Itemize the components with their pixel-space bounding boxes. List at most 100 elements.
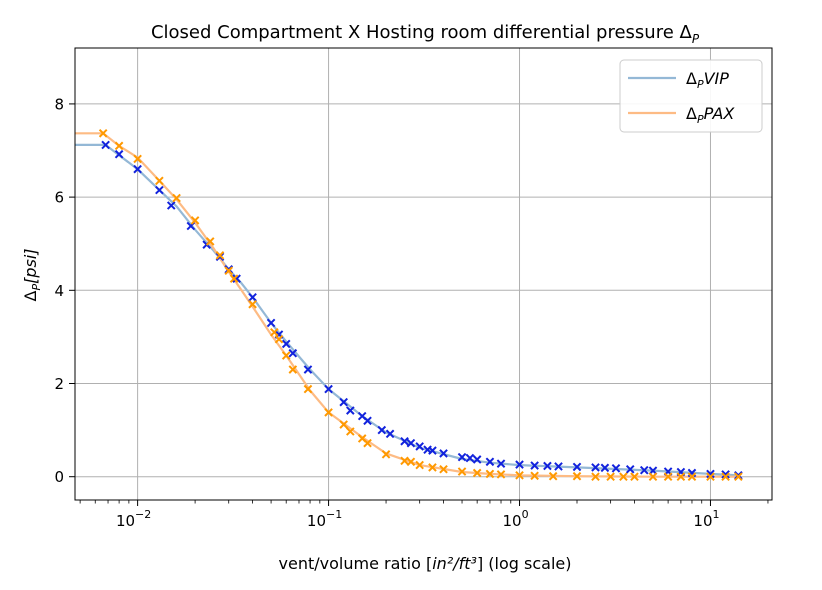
data-point-pax: [400, 456, 409, 466]
data-point-vip: [400, 436, 409, 446]
data-point-pax: [734, 472, 743, 482]
x-tick-label-exponent: 1: [713, 508, 720, 521]
data-point-pax: [457, 467, 467, 476]
data-point-pax: [721, 472, 730, 482]
data-point-pax: [98, 128, 108, 138]
data-point-pax: [114, 141, 124, 151]
data-point-pax: [687, 472, 697, 482]
x-tick-label-base: 10: [502, 512, 521, 530]
data-point-pax: [439, 464, 448, 474]
x-tick-label-base: 10: [693, 512, 712, 530]
chart-title-main: Closed Compartment X Hosting room differ…: [151, 22, 693, 43]
data-point-pax: [515, 470, 524, 480]
legend-entry-pax-name: PAX: [704, 104, 736, 123]
data-point-vip: [600, 463, 610, 473]
data-point-pax: [172, 193, 181, 203]
data-point-pax: [428, 463, 437, 472]
data-point-vip: [485, 457, 495, 467]
y-tick-label: 6: [54, 189, 64, 207]
data-point-pax: [619, 472, 628, 482]
chart-title: Closed Compartment X Hosting room differ…: [151, 22, 700, 46]
data-point-vip: [572, 462, 582, 472]
data-point-pax: [415, 460, 424, 470]
data-point-pax: [630, 472, 639, 482]
data-point-pax: [606, 472, 615, 482]
data-point-vip: [363, 416, 372, 426]
data-point-vip: [611, 464, 621, 473]
data-point-vip: [530, 461, 539, 470]
data-point-pax: [485, 469, 495, 479]
data-point-pax: [303, 384, 313, 394]
data-point-pax: [190, 216, 200, 225]
data-point-vip: [706, 469, 715, 479]
series-layer: [75, 128, 743, 482]
x-tick-label-exponent: 0: [522, 508, 529, 521]
x-tick-label: 10−1: [307, 508, 342, 530]
data-point-vip: [101, 140, 110, 150]
x-tick-label-exponent: −2: [135, 508, 151, 521]
data-point-vip: [133, 164, 142, 174]
data-point-pax: [274, 334, 284, 344]
data-point-vip: [465, 453, 475, 463]
data-point-pax: [224, 266, 234, 276]
data-point-pax: [205, 237, 215, 246]
data-point-pax: [363, 438, 372, 448]
data-point-pax: [530, 471, 539, 481]
data-point-pax: [572, 471, 582, 481]
x-tick-label-base: 10: [307, 512, 326, 530]
data-point-pax: [133, 154, 142, 164]
y-tick-label: 8: [54, 95, 64, 113]
data-point-vip: [248, 292, 257, 302]
data-point-pax: [548, 471, 558, 481]
data-point-vip: [385, 429, 395, 439]
data-point-vip: [232, 274, 241, 283]
data-point-vip: [515, 460, 524, 469]
y-tick-label: 0: [54, 468, 64, 486]
y-tick-label: 4: [54, 282, 64, 300]
data-point-pax: [324, 408, 333, 417]
data-point-vip: [554, 462, 563, 471]
data-point-vip: [428, 446, 437, 455]
data-point-pax: [648, 472, 658, 482]
data-point-pax: [406, 457, 416, 467]
data-point-pax: [591, 472, 600, 482]
data-point-vip: [406, 438, 416, 448]
data-point-vip: [457, 452, 467, 462]
x-tick-label-base: 10: [116, 512, 135, 530]
data-point-pax: [248, 299, 257, 309]
y-tick-label: 2: [54, 375, 64, 393]
legend-entry-pax-subscript: P: [697, 113, 704, 126]
data-point-pax: [229, 274, 239, 283]
x-tick-label: 100: [502, 508, 528, 530]
legend-entry-vip-name: VIP: [704, 69, 730, 88]
data-point-vip: [155, 185, 164, 195]
data-point-pax: [215, 251, 225, 260]
plot-frame: [74, 47, 773, 501]
series-markers-pax: [98, 128, 743, 482]
data-point-vip: [639, 465, 649, 475]
data-point-pax: [676, 472, 686, 482]
legend: ΔPVIP ΔPPAX: [619, 59, 763, 133]
legend-entry-pax-prefix: Δ: [686, 104, 697, 123]
legend-entry-vip-subscript: P: [697, 78, 704, 91]
data-point-vip: [281, 339, 291, 349]
data-point-pax: [155, 176, 164, 186]
data-point-vip: [324, 384, 333, 394]
data-point-pax: [496, 470, 506, 479]
data-point-pax: [663, 472, 673, 482]
data-point-vip: [303, 365, 313, 374]
data-point-vip: [377, 425, 387, 435]
x-axis-label-units: in²/ft³: [432, 554, 477, 573]
data-point-pax: [472, 468, 482, 478]
x-axis-label-prefix: vent/volume ratio [: [279, 554, 433, 573]
data-point-vip: [266, 318, 276, 328]
data-point-vip: [288, 348, 298, 358]
data-point-vip: [625, 464, 635, 474]
legend-entry-vip-prefix: Δ: [686, 69, 697, 88]
data-point-vip: [472, 455, 482, 464]
data-point-vip: [339, 397, 348, 407]
x-axis-label: vent/volume ratio [in²/ft³] (log scale): [279, 554, 572, 573]
data-point-pax: [706, 472, 715, 482]
x-tick-label: 10−2: [116, 508, 151, 530]
